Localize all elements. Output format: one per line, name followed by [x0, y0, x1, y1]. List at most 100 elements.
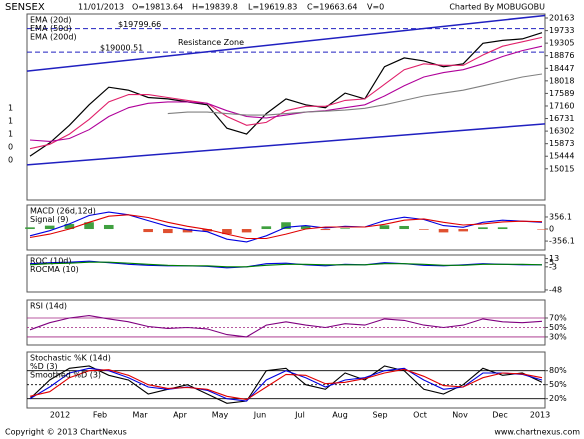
- x-tick-label: Jul: [294, 411, 305, 420]
- y-tick-label: 356.1: [549, 212, 572, 221]
- x-tick-label: 2012: [50, 411, 70, 420]
- left-label: 1: [8, 117, 13, 126]
- legend-entry: EMA (50d): [30, 24, 71, 33]
- x-tick-label: Sep: [372, 411, 387, 420]
- histogram-bar: [44, 225, 55, 230]
- histogram-bar: [222, 229, 232, 235]
- resistance-label: $19799.66: [118, 20, 161, 29]
- trendline: [26, 123, 546, 166]
- histogram-bar: [182, 229, 193, 233]
- legend-entry: EMA (200d): [30, 33, 77, 42]
- series-line: [29, 368, 543, 401]
- series-line: [29, 261, 543, 268]
- left-label: 0: [8, 156, 13, 165]
- open: O=19813.64: [132, 3, 183, 12]
- y-tick-label: 13: [549, 254, 559, 263]
- close: C=19663.64: [307, 3, 357, 12]
- x-tick-label: Nov: [452, 411, 468, 420]
- resistance-label: $19000.51: [100, 44, 143, 53]
- y-tick-label: 18876: [549, 51, 574, 60]
- roc-panel: [26, 254, 546, 293]
- y-tick-label: 18447: [549, 64, 574, 73]
- y-tick-label: 50%: [549, 380, 567, 389]
- histogram-bar: [241, 229, 252, 233]
- y-tick-label: 5: [549, 258, 554, 267]
- url: www.chartnexus.com: [494, 428, 580, 437]
- y-tick-label: 50%: [549, 323, 567, 332]
- histogram-bar: [458, 229, 469, 232]
- y-tick-label: 0: [549, 225, 554, 234]
- y-tick-label: 17160: [549, 101, 574, 110]
- histogram-bar: [537, 229, 547, 230]
- left-label: 1: [8, 104, 13, 113]
- histogram-bar: [379, 225, 390, 230]
- y-tick-label: 15873: [549, 139, 574, 148]
- y-tick-label: 17589: [549, 89, 574, 98]
- y-tick-label: 20%: [549, 394, 567, 403]
- legend-entry: ROCMA (10): [30, 265, 79, 274]
- annotation: Resistance Zone: [178, 38, 244, 47]
- y-tick-label: -48: [549, 285, 562, 294]
- y-tick-label: 80%: [549, 366, 567, 375]
- series-line: [29, 315, 543, 338]
- y-tick-label: -3: [549, 262, 557, 271]
- date: 11/01/2013: [78, 3, 124, 12]
- legend-entry: Stochastic %K (14d): [30, 354, 111, 363]
- y-tick-label: 19733: [549, 26, 574, 35]
- credit: Charted By MOBUGOBU: [449, 3, 545, 12]
- histogram-bar: [261, 226, 272, 230]
- histogram-bar: [281, 222, 291, 230]
- legend-entry: ROC (10d): [30, 257, 71, 266]
- x-tick-label: 2013: [530, 411, 550, 420]
- series-line: [29, 45, 543, 142]
- copyright: Copyright © 2013 ChartNexus: [5, 428, 127, 437]
- histogram-bar: [419, 229, 429, 230]
- y-tick-label: 16302: [549, 127, 574, 136]
- left-label: 1: [8, 130, 13, 139]
- rsi-panel: [26, 299, 546, 346]
- histogram-bar: [202, 229, 213, 232]
- x-tick-label: Jun: [253, 411, 267, 420]
- x-tick-label: May: [212, 411, 229, 420]
- histogram-bar: [103, 224, 114, 230]
- trendline: [26, 14, 546, 72]
- histogram-bar: [64, 223, 75, 230]
- x-tick-label: Dec: [492, 411, 507, 420]
- histogram-bar: [399, 225, 409, 230]
- y-tick-label: 19305: [549, 39, 574, 48]
- histogram-bar: [320, 229, 331, 231]
- legend-entry: EMA (20d): [30, 16, 71, 25]
- x-tick-label: Mar: [132, 411, 148, 420]
- histogram-bar: [25, 227, 35, 230]
- price-panel: [26, 13, 546, 201]
- x-tick-label: Feb: [93, 411, 107, 420]
- series-line: [29, 367, 543, 402]
- histogram-bar: [497, 227, 508, 230]
- series-line: [167, 73, 543, 116]
- left-label: 0: [8, 143, 13, 152]
- low: L=19619.83: [248, 3, 297, 12]
- y-tick-label: 15015: [549, 164, 574, 173]
- histogram-bar: [478, 227, 488, 230]
- series-line: [29, 36, 543, 150]
- y-tick-label: 15444: [549, 152, 574, 161]
- legend-entry: MACD (26d,12d): [30, 207, 96, 216]
- volume: V=0: [367, 3, 384, 12]
- y-tick-label: 18018: [549, 76, 574, 85]
- legend-entry: Signal (9): [30, 215, 68, 224]
- series-line: [29, 214, 543, 240]
- series-line: [29, 211, 543, 243]
- x-tick-label: Apr: [173, 411, 188, 420]
- legend-entry: RSI (14d): [30, 302, 67, 311]
- y-tick-label: 20163: [549, 14, 574, 23]
- high: H=19839.8: [192, 3, 238, 12]
- x-tick-label: Oct: [413, 411, 427, 420]
- y-tick-label: 70%: [549, 314, 567, 323]
- histogram-bar: [340, 228, 350, 230]
- histogram-bar: [163, 229, 173, 234]
- y-tick-label: 16731: [549, 114, 574, 123]
- histogram-bar: [84, 222, 94, 230]
- y-tick-label: 30%: [549, 332, 567, 341]
- y-tick-label: -356.1: [549, 237, 575, 246]
